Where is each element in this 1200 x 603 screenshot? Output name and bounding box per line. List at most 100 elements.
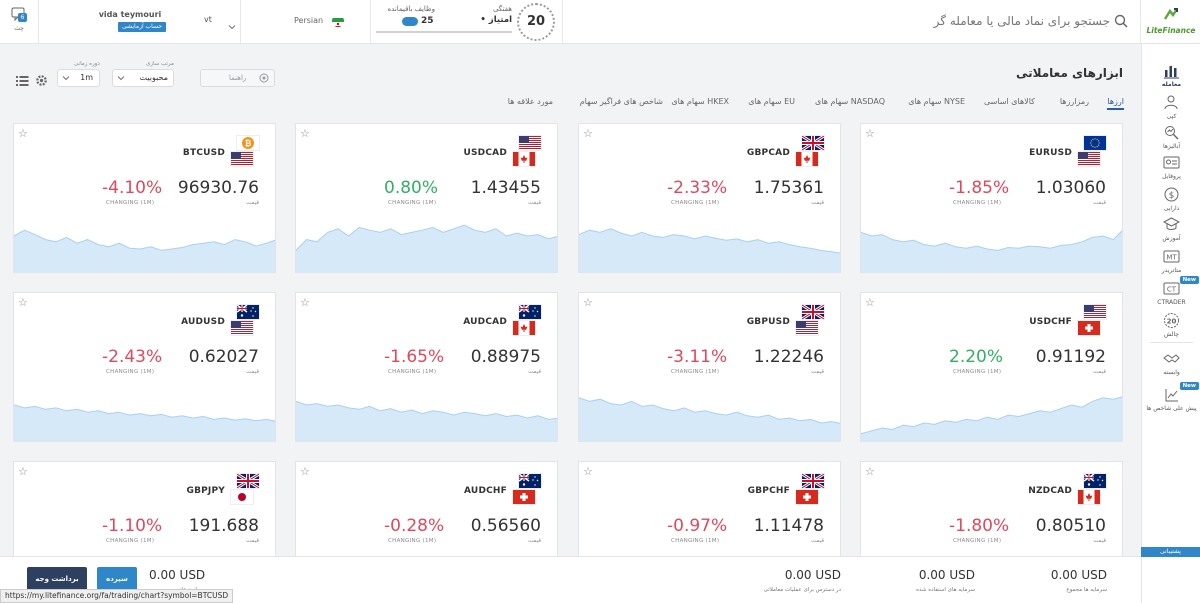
sidebar-item-chart[interactable]: معامله [1142,62,1200,102]
sidebar-item-people[interactable]: کپی [1142,94,1200,134]
instrument-symbol: USDCAD [463,148,507,158]
instrument-card-gbpusd[interactable]: ☆ GBPUSD 1.22246 قیمت -3.11% CHANGING (1… [578,292,841,442]
sidebar-item-dollar[interactable]: $ دارایی [1142,186,1200,226]
change-percent: -1.85% [949,178,1010,198]
user-name[interactable]: vida teymouri [98,10,162,19]
tab-2[interactable]: کالاهای اساسی [983,97,1035,106]
sparkline-line [14,404,275,422]
gear-icon[interactable] [35,72,48,91]
tab-7[interactable]: شاخص های فراگیر سهام [579,97,663,106]
sidebar-item-profile[interactable]: پروفایل [1142,154,1200,194]
withdraw-button[interactable]: برداشت وجه [27,567,87,591]
instrument-card-audusd[interactable]: ☆ AUDUSD 0.62027 قیمت -2.43% CHANGING (1… [13,292,276,442]
change-label: CHANGING (1M) [953,200,1002,206]
deposit-button[interactable]: سپرده [97,567,137,591]
iran-flag-icon [332,15,344,27]
tab-0[interactable]: ارزها [1107,97,1124,110]
tasks-count: 25 [421,16,434,26]
favorite-star-icon[interactable]: ☆ [18,296,28,309]
chat-button[interactable]: 6 چت [6,6,32,38]
bottom-bar: 0.00 USD سرمایه ها مجموع 0.00 USD سرمایه… [0,556,1141,603]
chevron-down-icon[interactable] [228,16,236,35]
sort-select[interactable]: محبوبیت [112,69,174,87]
instrument-card-usdchf[interactable]: ☆ USDCHF 0.91192 قیمت 2.20% CHANGING (1M… [860,292,1123,442]
instrument-symbol: NZDCAD [1028,486,1072,496]
search-input[interactable] [860,10,1110,32]
instrument-card-eurusd[interactable]: ☆ EURUSD 1.03060 قیمت -1.85% CHANGING (1… [860,123,1123,273]
brand-logo[interactable]: LiteFinance [1146,6,1196,36]
favorite-star-icon[interactable]: ☆ [583,465,593,478]
period-label: دوره زمانی [74,61,100,67]
sparkline-area [296,401,557,441]
weekly-label: هفتگی [492,5,512,13]
sparkline-line [579,397,840,424]
favorite-star-icon[interactable]: ☆ [865,296,875,309]
available-label: در دسترس برای عملیات معاملاتی [763,587,841,593]
metatrader-icon: MT [1142,248,1200,265]
sidebar-item-education[interactable]: آموزش [1142,216,1200,256]
search-icon[interactable] [1114,13,1128,32]
period-select[interactable]: 1m [57,69,100,87]
sidebar-item-forecast[interactable]: پیش علی شاخص ها New [1142,382,1200,426]
instrument-card-audcad[interactable]: ☆ AUDCAD 0.88975 قیمت -1.65% CHANGING (1… [295,292,558,442]
tasks-toggle[interactable] [402,17,418,26]
tab-1[interactable]: رمزارزها [1059,97,1089,106]
instrument-price: 0.80510 [1035,516,1106,536]
divider [1140,0,1141,44]
tab-5[interactable]: سهام های EU [748,97,795,106]
language-select[interactable]: Persian [294,16,324,25]
favorite-star-icon[interactable]: ☆ [300,127,310,140]
chart-icon [1142,62,1200,79]
chevron-down-icon [117,74,125,84]
eu-flag-icon [1084,136,1106,150]
instrument-card-btcusd[interactable]: ☆ ₿ BTCUSD 96930.76 قیمت -4.10% CHANGING… [13,123,276,273]
tab-6[interactable]: سهام های HKEX [671,97,729,106]
guide-button[interactable]: راهنما [200,69,275,87]
instrument-price: 1.75361 [753,178,824,198]
tab-8[interactable]: مورد علاقه ها [507,97,553,106]
instrument-price: 1.22246 [753,347,824,367]
sidebar-item-label: آنالیزها [1162,143,1181,150]
favorite-star-icon[interactable]: ☆ [300,296,310,309]
sidebar-item-ctrader[interactable]: CT CTRADER New [1142,276,1200,320]
ctrader-icon: CT [1142,280,1200,297]
price-label: قیمت [246,538,259,544]
change-label: CHANGING (1M) [388,369,437,375]
favorite-star-icon[interactable]: ☆ [583,127,593,140]
list-view-icon[interactable] [16,72,29,91]
sidebar-item-handshake[interactable]: وابسته [1142,350,1200,390]
instrument-price: 1.03060 [1035,178,1106,198]
sidebar-item-label: چالش [1163,331,1179,338]
level-badge[interactable]: 20 [517,3,555,41]
instrument-card-gbpcad[interactable]: ☆ GBPCAD 1.75361 قیمت -2.33% CHANGING (1… [578,123,841,273]
chevron-down-icon [62,74,70,84]
favorite-star-icon[interactable]: ☆ [865,465,875,478]
right-sidebar: معامله کپی آنالیزها پروفایل $ دارایی آمو… [1141,44,1200,603]
sidebar-item-analytics[interactable]: آنالیزها [1142,124,1200,164]
page-title: ابزارهای معاملاتی [1015,66,1123,80]
favorite-star-icon[interactable]: ☆ [583,296,593,309]
tab-3[interactable]: سهام های NYSE [908,97,965,106]
favorite-star-icon[interactable]: ☆ [18,127,28,140]
change-percent: -1.80% [949,516,1010,536]
change-percent: -2.43% [102,347,163,367]
favorite-star-icon[interactable]: ☆ [300,465,310,478]
change-label: CHANGING (1M) [953,369,1002,375]
available-value: 0.00 USD [784,568,841,582]
instrument-price: 1.11478 [753,516,824,536]
sidebar-item-metatrader[interactable]: MT متاتریدر [1142,248,1200,288]
instrument-card-usdcad[interactable]: ☆ USDCAD 1.43455 قیمت 0.80% CHANGING (1M… [295,123,558,273]
sidebar-item-challenge[interactable]: 20 چالش [1142,312,1200,352]
svg-text:MT: MT [1166,254,1177,262]
favorite-star-icon[interactable]: ☆ [865,127,875,140]
instrument-symbol: USDCHF [1029,317,1072,327]
sparkline-line [861,230,1122,251]
price-label: قیمت [1093,538,1106,544]
au-flag-icon [237,305,259,319]
change-label: CHANGING (1M) [388,200,437,206]
support-tab[interactable]: پشتیبانی [1141,547,1200,557]
favorite-star-icon[interactable]: ☆ [18,465,28,478]
brand-name: LiteFinance [1146,26,1196,35]
sidebar-item-label: وابسته [1163,369,1180,376]
tab-4[interactable]: سهام های NASDAQ [815,97,885,106]
